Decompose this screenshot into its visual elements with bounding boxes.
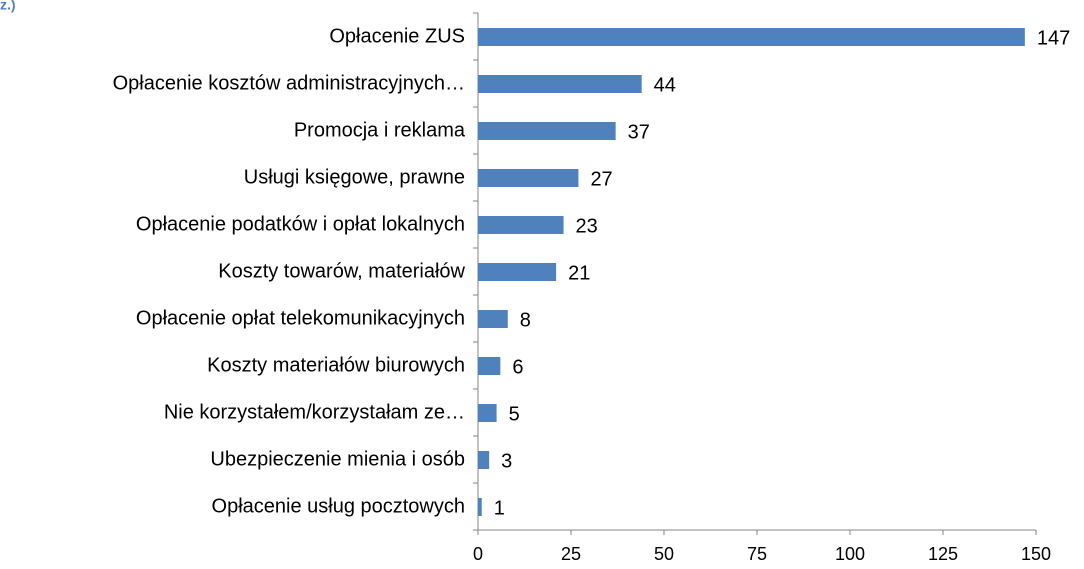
category-label: Nie korzystałem/korzystałam ze…: [164, 401, 465, 423]
value-label: 5: [509, 403, 520, 425]
x-tick-label: 150: [1021, 544, 1051, 564]
value-label: 8: [520, 309, 531, 331]
category-label: Usługi księgowe, prawne: [244, 166, 465, 188]
bar: [478, 122, 616, 140]
value-label: 37: [628, 121, 650, 143]
x-tick-label: 50: [654, 544, 674, 564]
x-tick-label: 25: [561, 544, 581, 564]
bar: [478, 263, 557, 281]
x-tick-label: 0: [473, 544, 483, 564]
bar: [478, 451, 490, 469]
value-label: 27: [590, 168, 612, 190]
x-tick-label: 125: [928, 544, 958, 564]
bar: [478, 216, 564, 234]
value-label: 21: [568, 262, 590, 284]
bar: [478, 310, 508, 328]
category-label: Ubezpieczenie mienia i osób: [210, 448, 465, 470]
category-label: Koszty towarów, materiałów: [218, 260, 465, 282]
value-label: 23: [576, 215, 598, 237]
category-label: Opłacenie kosztów administracyjnych…: [113, 72, 465, 94]
category-label: Promocja i reklama: [294, 119, 466, 141]
value-label: 44: [654, 74, 676, 96]
value-label: 1: [494, 497, 505, 519]
bar: [478, 357, 501, 375]
category-label: Koszty materiałów biurowych: [207, 354, 465, 376]
bar: [478, 404, 497, 422]
bar: [478, 498, 482, 516]
x-tick-label: 100: [835, 544, 865, 564]
category-label: Opłacenie opłat telekomunikacyjnych: [136, 307, 465, 329]
category-label: Opłacenie ZUS: [329, 25, 465, 47]
chart-title: z.): [0, 0, 16, 13]
category-label: Opłacenie podatków i opłat lokalnych: [136, 213, 465, 235]
bar: [478, 28, 1025, 46]
value-label: 147: [1037, 27, 1070, 49]
bar: [478, 169, 579, 187]
value-label: 3: [501, 450, 512, 472]
category-label: Opłacenie usług pocztowych: [212, 495, 465, 517]
bar: [478, 75, 642, 93]
x-tick-label: 75: [747, 544, 767, 564]
value-label: 6: [512, 356, 523, 378]
